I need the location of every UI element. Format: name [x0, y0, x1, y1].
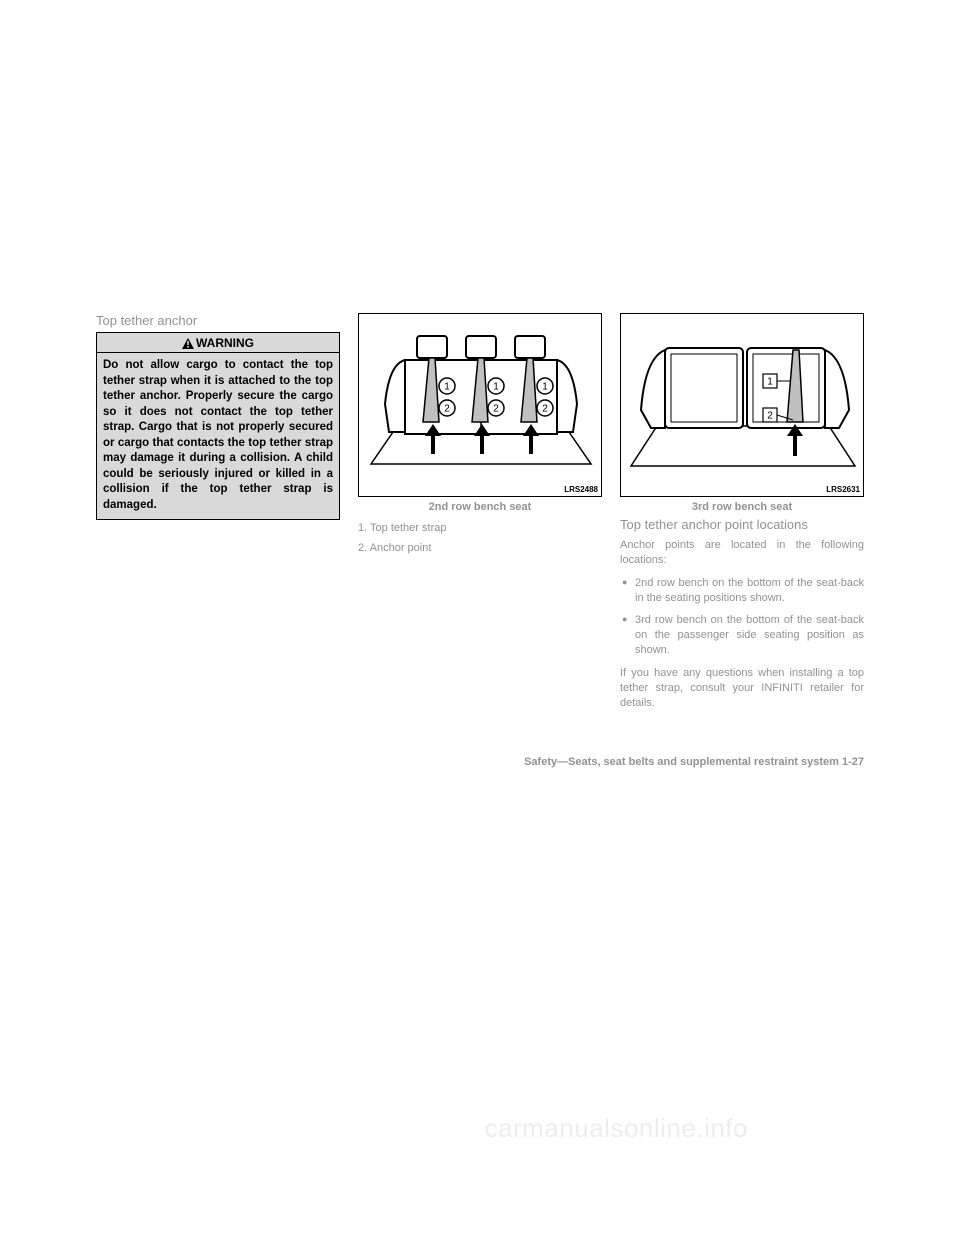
svg-text:1: 1 [444, 382, 450, 393]
warning-label: WARNING [196, 336, 254, 350]
subsection-heading: Top tether anchor point locations [620, 517, 864, 532]
svg-text:2: 2 [444, 404, 450, 415]
figure-3rd-row: 1 2 LRS2631 [620, 313, 864, 497]
column-3: 1 2 LRS2631 3rd row bench seat Top tethe… [620, 313, 864, 718]
svg-text:2: 2 [767, 411, 773, 422]
column-2: 1 2 1 2 1 2 LRS2488 2nd row [358, 313, 602, 718]
columns: Top tether anchor WARNING Do not allow c… [96, 313, 864, 718]
legend-item-1: 1. Top tether strap [358, 519, 602, 539]
intro-text: Anchor points are located in the followi… [620, 538, 864, 568]
figure-2nd-row: 1 2 1 2 1 2 LRS2488 [358, 313, 602, 497]
warning-body-text: Do not allow cargo to contact the top te… [97, 353, 339, 519]
figure-legend: 1. Top tether strap 2. Anchor point [358, 519, 602, 559]
warning-triangle-icon [182, 338, 194, 349]
manual-page: Top tether anchor WARNING Do not allow c… [96, 313, 864, 768]
seat-diagram-3rd-row-icon: 1 2 [621, 314, 865, 498]
bullet-list: 2nd row bench on the bottom of the seat-… [620, 576, 864, 658]
figure-caption: 2nd row bench seat [358, 501, 602, 513]
seat-diagram-2nd-row-icon: 1 2 1 2 1 2 [359, 314, 603, 498]
svg-text:2: 2 [493, 404, 499, 415]
legend-item-2: 2. Anchor point [358, 539, 602, 559]
figure-caption: 3rd row bench seat [620, 501, 864, 513]
svg-text:1: 1 [542, 382, 548, 393]
svg-text:1: 1 [493, 382, 499, 393]
figure-code: LRS2488 [564, 485, 598, 494]
figure-code: LRS2631 [826, 485, 860, 494]
bullet-item: 2nd row bench on the bottom of the seat-… [620, 576, 864, 606]
bullet-item: 3rd row bench on the bottom of the seat-… [620, 613, 864, 658]
closing-text: If you have any questions when installin… [620, 666, 864, 711]
svg-text:1: 1 [767, 377, 773, 388]
page-footer: Safety—Seats, seat belts and supplementa… [96, 756, 864, 768]
warning-box: WARNING Do not allow cargo to contact th… [96, 332, 340, 520]
svg-text:2: 2 [542, 404, 548, 415]
column-1: Top tether anchor WARNING Do not allow c… [96, 313, 340, 718]
section-heading: Top tether anchor [96, 313, 340, 328]
warning-header: WARNING [97, 333, 339, 353]
watermark-text: carmanualsonline.info [485, 1113, 748, 1144]
